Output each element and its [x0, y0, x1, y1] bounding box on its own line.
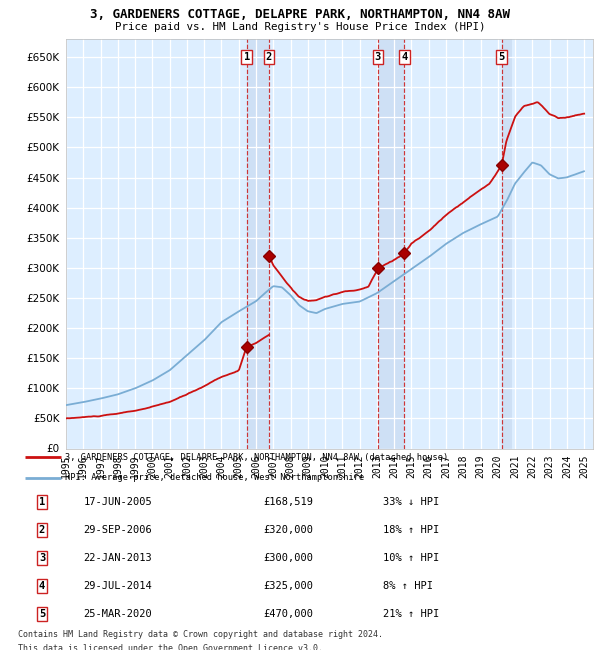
Text: 29-SEP-2006: 29-SEP-2006: [83, 525, 152, 535]
Bar: [378, 39, 404, 448]
Text: 3: 3: [375, 52, 381, 62]
Text: £320,000: £320,000: [263, 525, 313, 535]
Text: This data is licensed under the Open Government Licence v3.0.: This data is licensed under the Open Gov…: [18, 644, 323, 650]
Text: 21% ↑ HPI: 21% ↑ HPI: [383, 609, 439, 619]
Text: 3, GARDENERS COTTAGE, DELAPRE PARK, NORTHAMPTON, NN4 8AW (detached house): 3, GARDENERS COTTAGE, DELAPRE PARK, NORT…: [65, 452, 448, 462]
Text: 33% ↓ HPI: 33% ↓ HPI: [383, 497, 439, 507]
Text: HPI: Average price, detached house, West Northamptonshire: HPI: Average price, detached house, West…: [65, 473, 364, 482]
Text: 2: 2: [266, 52, 272, 62]
Text: 3: 3: [39, 553, 45, 563]
Text: £300,000: £300,000: [263, 553, 313, 563]
Text: 29-JUL-2014: 29-JUL-2014: [83, 581, 152, 591]
Text: 22-JAN-2013: 22-JAN-2013: [83, 553, 152, 563]
Text: 1: 1: [39, 497, 45, 507]
Text: 5: 5: [499, 52, 505, 62]
Text: 1: 1: [244, 52, 250, 62]
Text: 8% ↑ HPI: 8% ↑ HPI: [383, 581, 433, 591]
Text: 18% ↑ HPI: 18% ↑ HPI: [383, 525, 439, 535]
Bar: [502, 39, 512, 448]
Text: Contains HM Land Registry data © Crown copyright and database right 2024.: Contains HM Land Registry data © Crown c…: [18, 630, 383, 639]
Text: £470,000: £470,000: [263, 609, 313, 619]
Text: 4: 4: [401, 52, 407, 62]
Bar: [247, 39, 269, 448]
Text: 17-JUN-2005: 17-JUN-2005: [83, 497, 152, 507]
Text: 5: 5: [39, 609, 45, 619]
Text: Price paid vs. HM Land Registry's House Price Index (HPI): Price paid vs. HM Land Registry's House …: [115, 22, 485, 32]
Text: 2: 2: [39, 525, 45, 535]
Text: £168,519: £168,519: [263, 497, 313, 507]
Text: 10% ↑ HPI: 10% ↑ HPI: [383, 553, 439, 563]
Text: 4: 4: [39, 581, 45, 591]
Text: £325,000: £325,000: [263, 581, 313, 591]
Text: 25-MAR-2020: 25-MAR-2020: [83, 609, 152, 619]
Text: 3, GARDENERS COTTAGE, DELAPRE PARK, NORTHAMPTON, NN4 8AW: 3, GARDENERS COTTAGE, DELAPRE PARK, NORT…: [90, 8, 510, 21]
